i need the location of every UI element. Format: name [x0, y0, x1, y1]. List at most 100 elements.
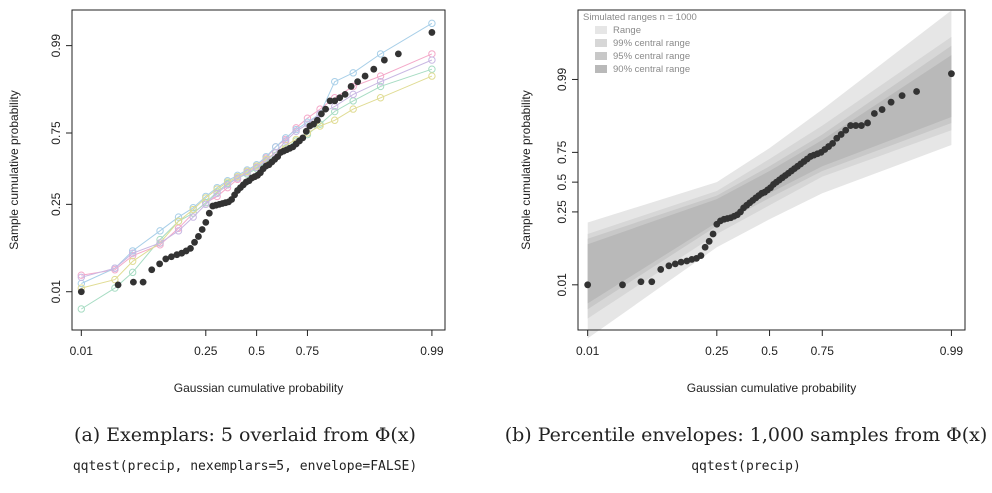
a-exemplar-point [349, 90, 357, 99]
b-data-point [829, 139, 836, 147]
b-data-point [701, 243, 709, 251]
a-exemplar-point [243, 168, 251, 177]
a-x-tick-label: 0.5 [248, 344, 265, 358]
b-data-point [697, 252, 705, 260]
a-exemplar-point [128, 268, 137, 277]
a-data-point [354, 78, 362, 86]
a-exemplar-point [233, 174, 242, 182]
a-exemplar-point [174, 227, 183, 235]
b-data-point [887, 98, 895, 106]
a-exemplar-point [77, 305, 86, 313]
a-exemplar-point [331, 77, 339, 86]
a-exemplar-point [213, 189, 221, 198]
a-exemplar-point [272, 143, 280, 151]
a-y-axis: 0.01 0.25 0.75 0.99 [49, 34, 72, 304]
b-data-point [671, 260, 679, 268]
a-exemplar-point [316, 122, 324, 130]
a-data-point [370, 65, 378, 73]
b-data-point [898, 92, 906, 100]
a-exemplar-point [349, 105, 357, 113]
b-data-point [864, 119, 871, 127]
b-plot-frame [577, 9, 966, 331]
a-exemplar-point [376, 82, 385, 91]
b-x-tick-label: 0.75 [811, 344, 835, 358]
a-data-point [139, 278, 147, 286]
a-data-point [187, 244, 194, 252]
a-data-point [380, 56, 388, 64]
a-plot-frame [71, 9, 446, 331]
a-y-axis-label: Sample cumulative probability [7, 90, 21, 249]
a-data-point [317, 110, 325, 118]
a-data-point [198, 226, 206, 233]
a-exemplar-point [376, 50, 385, 58]
a-data-point [341, 90, 349, 98]
a-data-point [148, 266, 156, 274]
a-exemplar-point [128, 257, 137, 265]
a-y-tick-label: 0.99 [49, 34, 63, 58]
a-y-tick-label: 0.01 [49, 280, 63, 304]
a-exemplar-point [331, 107, 339, 116]
b-data-point [705, 237, 713, 245]
a-data-point [77, 288, 85, 296]
a-data-point [313, 116, 321, 124]
a-data-point [394, 50, 402, 58]
b-data-point [584, 281, 592, 289]
a-data-point [167, 253, 175, 261]
a-x-tick-label: 0.01 [70, 344, 94, 358]
b-data-point [637, 278, 645, 286]
a-x-tick-label: 0.25 [194, 344, 218, 358]
a-data-point [195, 233, 202, 240]
a-data-point [191, 238, 198, 246]
a-x-axis: 0.01 0.25 0.5 0.75 0.99 [70, 330, 444, 358]
b-legend-swatch [595, 52, 607, 60]
a-data-point [322, 105, 329, 113]
b-x-axis-label: Gaussian cumulative probability [687, 381, 856, 395]
a-exemplar-point [428, 50, 436, 58]
a-exemplar-point [213, 185, 221, 193]
a-x-tick-label: 0.75 [296, 344, 320, 358]
b-legend-swatch [595, 26, 607, 34]
a-data-point [331, 97, 339, 105]
a-exemplar-point [189, 205, 197, 214]
b-data-point [878, 106, 886, 113]
a-exemplar-point [128, 247, 137, 255]
b-legend-swatch [595, 39, 607, 47]
a-data-point [299, 134, 307, 142]
a-exemplar-point [128, 249, 137, 257]
b-x-tick-label: 0.5 [761, 344, 778, 358]
a-exemplar-point [376, 94, 385, 102]
b-envelope-band [587, 55, 952, 304]
panel-a: 0.01 0.25 0.5 0.75 0.99 0.01 0.25 0.75 0.99 Gau… [7, 9, 446, 474]
a-x-axis-label: Gaussian cumulative probability [174, 381, 343, 395]
b-x-tick-label: 0.99 [940, 344, 964, 358]
a-exemplar-point [376, 77, 385, 86]
a-exemplar-point [189, 213, 197, 221]
a-data-point [428, 29, 436, 36]
a-data-point [336, 94, 344, 102]
b-data-point [847, 122, 854, 129]
a-data-point [205, 209, 213, 217]
a-exemplar-point [202, 200, 210, 209]
b-x-axis: 0.01 0.25 0.5 0.75 0.99 [576, 330, 963, 358]
a-exemplar-point [281, 137, 290, 145]
a-exemplar-point [174, 213, 183, 221]
a-exemplar-point [174, 217, 183, 225]
b-x-tick-label: 0.25 [705, 344, 729, 358]
a-caption: (a) Exemplars: 5 overlaid from Φ(x) [74, 424, 416, 446]
a-data-point [202, 218, 210, 226]
a-exemplar-line [81, 75, 433, 289]
b-legend-label: Range [613, 25, 641, 36]
b-data-point [837, 131, 845, 138]
a-data-point [156, 260, 164, 268]
a-exemplar-point [156, 239, 164, 247]
b-y-tick-label: 0.75 [555, 140, 569, 164]
a-data-point [302, 127, 310, 135]
a-exemplar-point [376, 72, 385, 80]
b-data-point [852, 122, 860, 129]
a-y-tick-label: 0.25 [49, 192, 63, 216]
a-exemplar-point [156, 227, 164, 235]
a-exemplar-point [111, 275, 119, 284]
b-y-tick-label: 0.99 [555, 67, 569, 91]
a-exemplar-point [331, 116, 339, 124]
